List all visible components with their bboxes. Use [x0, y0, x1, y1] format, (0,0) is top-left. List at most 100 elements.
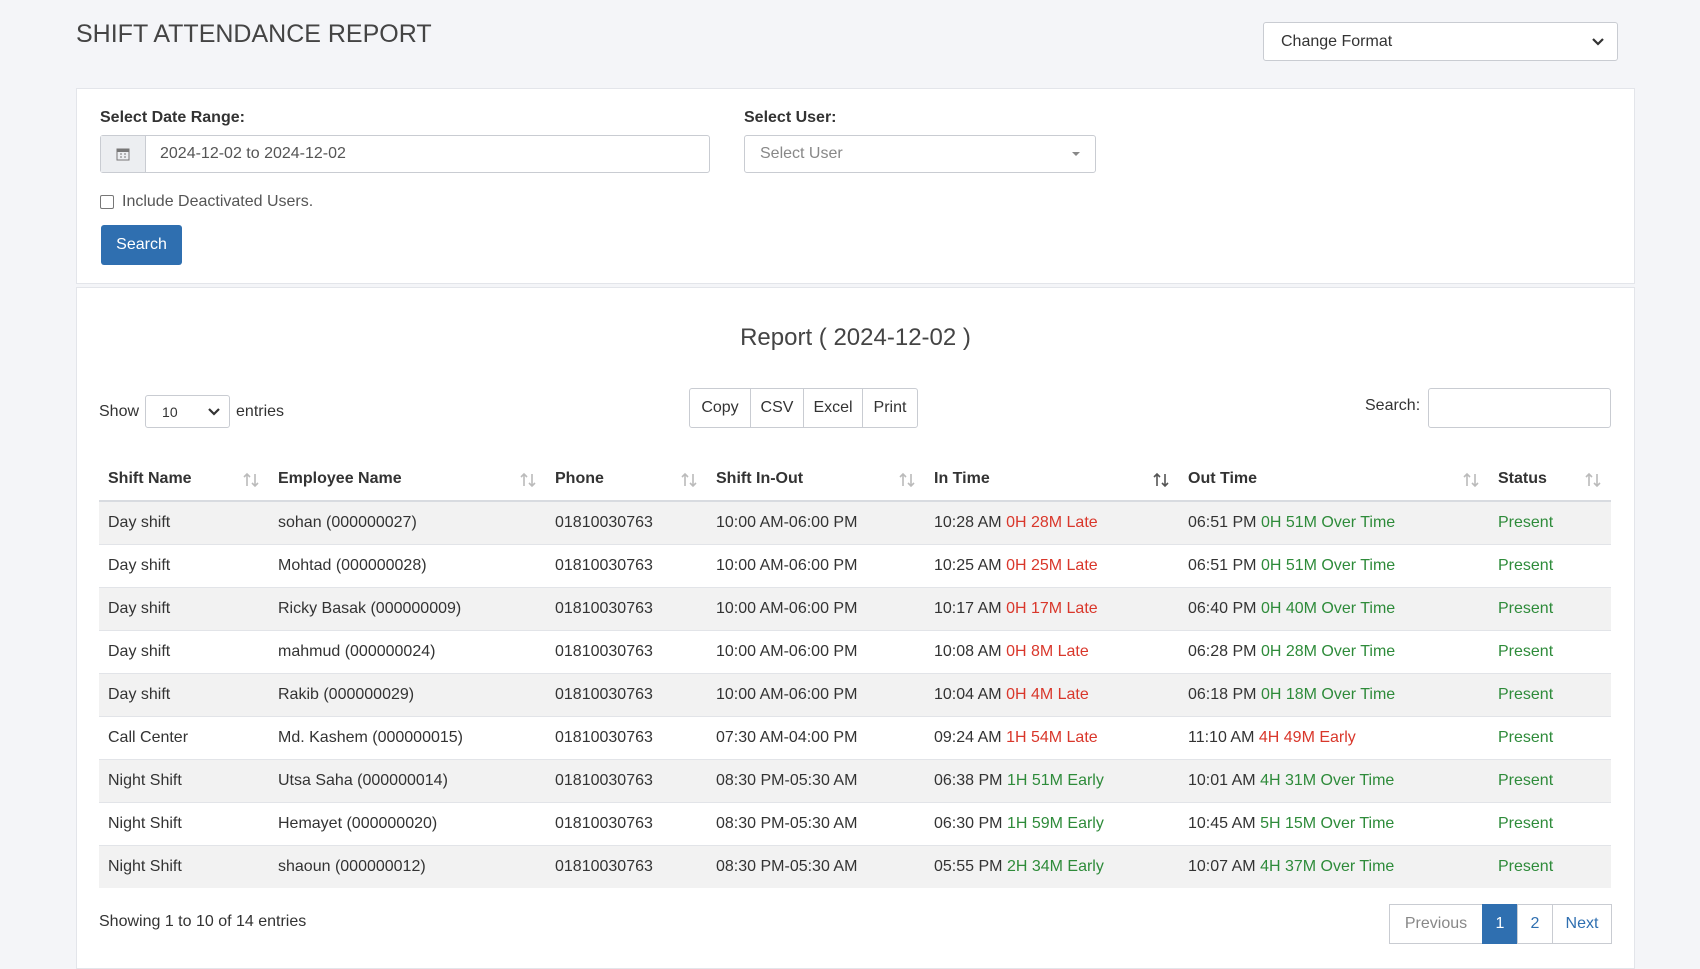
export-button[interactable]: Copy: [689, 388, 751, 428]
column-header[interactable]: Out Time: [1179, 458, 1489, 502]
in-note: 0H 8M Late: [1006, 643, 1089, 660]
shift-in-out: 10:00 AM-06:00 PM: [707, 630, 925, 674]
format-select-text: Change Format: [1281, 32, 1393, 50]
shift: Day shift: [99, 630, 269, 674]
date-label: Select Date Range:: [100, 109, 245, 126]
status: Present: [1489, 500, 1611, 545]
export-button[interactable]: Print: [862, 388, 918, 428]
out-time-cell: 06:18 PM 0H 18M Over Time: [1179, 673, 1489, 717]
page-button[interactable]: Previous: [1389, 904, 1483, 944]
phone: 01810030763: [546, 500, 707, 545]
shift-in-out: 10:00 AM-06:00 PM: [707, 500, 925, 545]
status: Present: [1489, 673, 1611, 717]
in-note: 0H 28M Late: [1006, 514, 1098, 531]
in-time: 09:24 AM: [934, 729, 1002, 746]
out-note: 0H 40M Over Time: [1260, 600, 1396, 617]
column-header[interactable]: Shift Name: [99, 458, 269, 502]
page-button[interactable]: 2: [1517, 904, 1553, 944]
shift: Night Shift: [99, 802, 269, 846]
column-header[interactable]: Phone: [546, 458, 707, 502]
column-header[interactable]: Employee Name: [269, 458, 546, 502]
shift: Day shift: [99, 544, 269, 588]
sort-icon: [681, 472, 697, 488]
pagination: Previous 1 2 Next: [1389, 904, 1612, 944]
report-panel: Report ( 2024-12-02 ) Show 10 entries Co…: [76, 287, 1635, 969]
page-button[interactable]: 1: [1482, 904, 1518, 944]
table-info: Showing 1 to 10 of 14 entries: [99, 913, 307, 930]
phone: 01810030763: [546, 716, 707, 760]
employee: Hemayet (000000020): [269, 802, 546, 846]
table-row: Night Shift Hemayet (000000020) 0181003076…: [99, 802, 1611, 846]
status: Present: [1489, 759, 1611, 803]
date-input[interactable]: 2024-12-02 to 2024-12-02: [100, 135, 710, 173]
out-note: 0H 18M Over Time: [1260, 686, 1396, 703]
out-time-cell: 06:51 PM 0H 51M Over Time: [1179, 500, 1489, 545]
in-time-cell: 09:24 AM 1H 54M Late: [925, 716, 1179, 760]
in-time-cell: 10:04 AM 0H 4M Late: [925, 673, 1179, 717]
sort-icon: [899, 472, 915, 488]
calendar-addon: [101, 136, 146, 172]
out-note: 4H 49M Early: [1258, 729, 1356, 746]
employee: sohan (000000027): [269, 500, 546, 545]
entries-label: entries: [236, 402, 285, 420]
out-time-cell: 10:07 AM 4H 37M Over Time: [1179, 845, 1489, 888]
in-time-cell: 10:08 AM 0H 8M Late: [925, 630, 1179, 674]
status: Present: [1489, 802, 1611, 846]
employee: Rakib (000000029): [269, 673, 546, 717]
show-label: Show: [99, 402, 140, 420]
sort-icon: [520, 472, 536, 488]
out-time-cell: 10:45 AM 5H 15M Over Time: [1179, 802, 1489, 846]
sort-icon: [1463, 472, 1479, 488]
in-note: 0H 4M Late: [1006, 686, 1089, 703]
search-input[interactable]: [1428, 388, 1611, 428]
in-time-cell: 10:28 AM 0H 28M Late: [925, 500, 1179, 545]
sort-icon: [1585, 472, 1601, 488]
date-value: 2024-12-02 to 2024-12-02: [160, 145, 346, 162]
length-value: 10: [162, 403, 178, 420]
table-row: Night Shift shaoun (000000012) 01810030763…: [99, 845, 1611, 888]
report-title: Report ( 2024-12-02 ): [740, 324, 971, 351]
export-button[interactable]: Excel: [803, 388, 863, 428]
column-header-text: Phone: [555, 470, 604, 487]
status: Present: [1489, 716, 1611, 760]
phone: 01810030763: [546, 630, 707, 674]
out-note: 0H 28M Over Time: [1260, 643, 1396, 660]
length-control: Show 10 entries: [99, 395, 284, 428]
out-time-cell: 06:28 PM 0H 28M Over Time: [1179, 630, 1489, 674]
in-note: 0H 17M Late: [1006, 600, 1098, 617]
in-time-cell: 10:25 AM 0H 25M Late: [925, 544, 1179, 588]
column-header[interactable]: In Time: [925, 458, 1179, 502]
shift-in-out: 08:30 PM-05:30 AM: [707, 759, 925, 803]
table-row: Day shift sohan (000000027) 01810030763 10:…: [99, 500, 1611, 545]
length-select[interactable]: 10: [145, 395, 231, 428]
checkbox-label: Include Deactivated Users.: [122, 193, 314, 210]
column-header[interactable]: Status: [1489, 458, 1611, 502]
page-title: SHIFT ATTENDANCE REPORT: [76, 20, 432, 48]
search-button[interactable]: Search: [101, 225, 182, 265]
checkbox[interactable]: [100, 195, 114, 209]
format-select[interactable]: Change Format: [1263, 22, 1618, 61]
out-time: 11:10 AM: [1188, 729, 1255, 746]
column-header[interactable]: Shift In-Out: [707, 458, 925, 502]
user-select[interactable]: Select User: [744, 135, 1096, 173]
shift-in-out: 07:30 AM-04:00 PM: [707, 716, 925, 760]
in-time: 10:28 AM: [934, 514, 1002, 531]
in-time: 10:17 AM: [934, 600, 1002, 617]
column-header-text: Status: [1498, 470, 1547, 487]
in-time: 10:08 AM: [934, 643, 1002, 660]
out-note: 0H 51M Over Time: [1260, 557, 1396, 574]
export-button[interactable]: CSV: [750, 388, 804, 428]
caret: [1072, 152, 1080, 156]
column-header-text: In Time: [934, 470, 990, 487]
out-note: 4H 37M Over Time: [1260, 858, 1395, 875]
in-time: 06:38 PM: [934, 772, 1003, 789]
chevron: [208, 407, 220, 416]
in-note: 1H 54M Late: [1006, 729, 1098, 746]
employee: mahmud (000000024): [269, 630, 546, 674]
shift: Day shift: [99, 587, 269, 631]
page-button[interactable]: Next: [1552, 904, 1612, 944]
in-note: 0H 25M Late: [1006, 557, 1098, 574]
table-row: Call Center Md. Kashem (000000015) 0181003…: [99, 716, 1611, 760]
out-time: 10:45 AM: [1188, 815, 1256, 832]
